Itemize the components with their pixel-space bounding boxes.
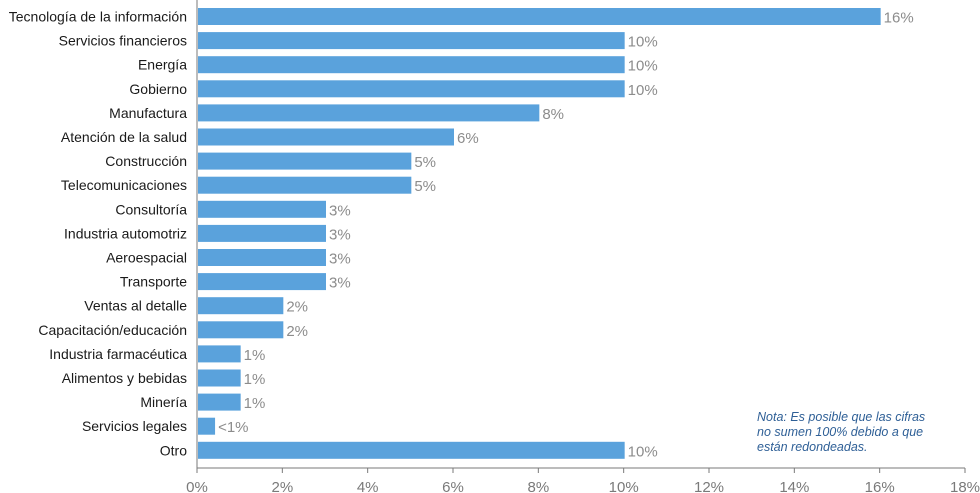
value-label: 10% <box>628 34 658 51</box>
bar <box>198 393 241 411</box>
bar <box>198 200 326 218</box>
bar <box>198 32 625 50</box>
value-label: 3% <box>329 251 351 268</box>
category-label: Ventas al detalle <box>84 298 187 314</box>
category-label: Atención de la salud <box>61 129 187 145</box>
x-tick-label: 4% <box>357 479 379 493</box>
value-label: 6% <box>457 130 479 147</box>
bar <box>198 417 216 435</box>
bar <box>198 369 241 387</box>
note-line: están redondeadas. <box>757 440 868 454</box>
value-label: 2% <box>286 299 308 316</box>
category-label: Alimentos y bebidas <box>62 370 187 386</box>
category-label: Servicios legales <box>82 418 187 434</box>
x-tick-label: 18% <box>950 479 980 493</box>
x-tick-label: 2% <box>271 479 293 493</box>
category-label: Servicios financieros <box>59 33 187 49</box>
category-label: Manufactura <box>109 105 187 121</box>
category-label: Aeroespacial <box>106 250 187 266</box>
bar <box>198 128 454 146</box>
value-label: 10% <box>628 58 658 75</box>
value-label: 3% <box>329 226 351 243</box>
category-label: Minería <box>140 394 187 410</box>
value-label: <1% <box>218 419 248 436</box>
category-label: Industria automotriz <box>64 225 187 241</box>
value-label: 5% <box>414 178 436 195</box>
value-label: 1% <box>244 347 266 364</box>
x-tick-label: 6% <box>442 479 464 493</box>
bar <box>198 56 625 74</box>
category-label: Tecnología de la información <box>9 9 187 25</box>
note-line: no sumen 100% debido a que <box>757 425 924 439</box>
category-label: Consultoría <box>115 201 187 217</box>
bar <box>198 441 625 459</box>
value-label: 1% <box>244 371 266 388</box>
rounding-note: Nota: Es posible que las cifras no sumen… <box>757 410 972 455</box>
category-label: Gobierno <box>129 81 187 97</box>
bar <box>198 152 412 170</box>
value-label: 3% <box>329 202 351 219</box>
category-label: Telecomunicaciones <box>61 177 187 193</box>
value-label: 8% <box>542 106 564 123</box>
x-tick-label: 16% <box>865 479 895 493</box>
category-label: Energía <box>138 57 187 73</box>
bar <box>198 104 540 122</box>
category-label: Construcción <box>105 153 187 169</box>
bar <box>198 8 881 25</box>
category-label: Industria farmacéutica <box>49 346 187 362</box>
value-label: 10% <box>628 443 658 460</box>
value-label: 2% <box>286 323 308 340</box>
bar <box>198 176 412 194</box>
x-tick-label: 14% <box>779 479 809 493</box>
category-label: Otro <box>160 442 187 458</box>
bar <box>198 224 326 242</box>
category-label: Transporte <box>120 274 187 290</box>
note-line: Nota: Es posible que las cifras <box>757 410 926 424</box>
value-label: 1% <box>244 395 266 412</box>
bar <box>198 345 241 363</box>
x-tick-label: 10% <box>609 479 639 493</box>
bar <box>198 321 284 339</box>
value-label: 10% <box>628 82 658 99</box>
bar <box>198 273 326 291</box>
value-label: 3% <box>329 275 351 292</box>
x-tick-label: 0% <box>186 479 208 493</box>
x-tick-label: 8% <box>527 479 549 493</box>
x-tick-label: 12% <box>694 479 724 493</box>
value-label: 16% <box>884 10 914 27</box>
bar <box>198 80 625 98</box>
bar <box>198 249 326 266</box>
bar <box>198 297 284 315</box>
category-label: Capacitación/educación <box>38 322 187 338</box>
value-label: 5% <box>414 154 436 171</box>
